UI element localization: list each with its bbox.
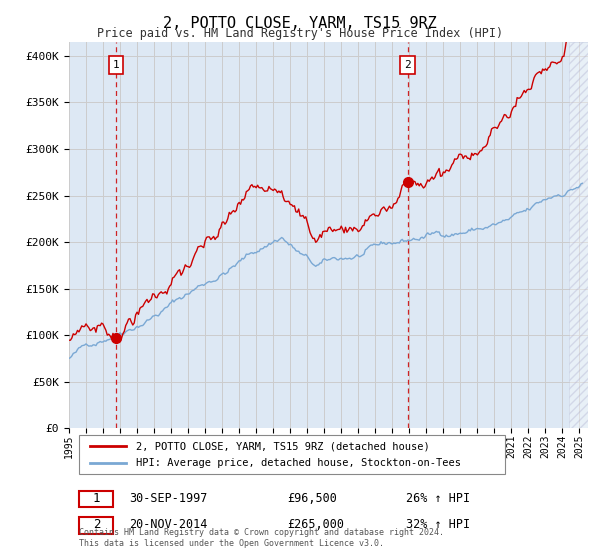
Text: 26% ↑ HPI: 26% ↑ HPI — [406, 492, 470, 505]
Text: 2, POTTO CLOSE, YARM, TS15 9RZ: 2, POTTO CLOSE, YARM, TS15 9RZ — [163, 16, 437, 31]
Bar — [79, 517, 113, 534]
Text: Contains HM Land Registry data © Crown copyright and database right 2024.
This d: Contains HM Land Registry data © Crown c… — [79, 528, 445, 548]
Text: £96,500: £96,500 — [287, 492, 337, 505]
Text: 32% ↑ HPI: 32% ↑ HPI — [406, 518, 470, 531]
Text: 2: 2 — [93, 518, 100, 531]
Bar — [79, 435, 505, 474]
Bar — [79, 491, 113, 507]
Text: 30-SEP-1997: 30-SEP-1997 — [128, 492, 207, 505]
Text: 2, POTTO CLOSE, YARM, TS15 9RZ (detached house): 2, POTTO CLOSE, YARM, TS15 9RZ (detached… — [136, 441, 430, 451]
Text: Price paid vs. HM Land Registry's House Price Index (HPI): Price paid vs. HM Land Registry's House … — [97, 27, 503, 40]
Text: £265,000: £265,000 — [287, 518, 344, 531]
Text: 1: 1 — [93, 492, 100, 505]
Bar — [569, 42, 596, 428]
Text: HPI: Average price, detached house, Stockton-on-Tees: HPI: Average price, detached house, Stoc… — [136, 458, 461, 468]
Text: 20-NOV-2014: 20-NOV-2014 — [128, 518, 207, 531]
Text: 2: 2 — [404, 60, 411, 70]
Text: 1: 1 — [112, 60, 119, 70]
